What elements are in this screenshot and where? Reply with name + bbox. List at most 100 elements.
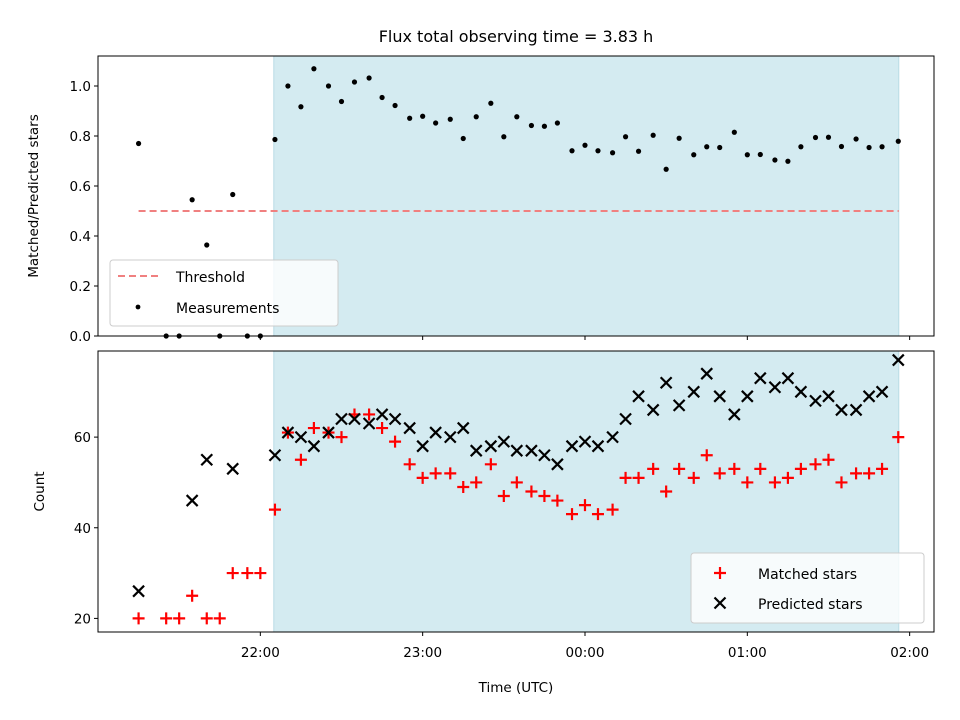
legend-box — [109, 259, 339, 327]
measurement-point — [338, 98, 345, 105]
predicted-star-marker — [456, 421, 470, 435]
predicted-star-marker — [849, 403, 863, 417]
predicted-star-marker — [510, 444, 524, 457]
matched-star-marker — [632, 471, 645, 484]
y-tick-label: 60 — [74, 430, 91, 446]
x-tick-label: 01:00 — [728, 645, 767, 661]
measurement-point — [366, 75, 372, 81]
x-tick-label: 02:00 — [890, 645, 929, 661]
predicted-star-marker — [606, 430, 619, 444]
matched-star-marker — [470, 476, 483, 489]
matched-star-marker — [294, 453, 307, 466]
y-tick-label: 0.8 — [70, 129, 91, 145]
measurement-point — [189, 197, 195, 203]
predicted-star-marker — [565, 439, 579, 453]
x-axis-ticks: 22:00 23:00 00:00 01:00 02:00 — [241, 632, 929, 661]
predicted-star-marker — [322, 426, 335, 439]
legend-matched-swatch — [714, 567, 726, 579]
legend-measurements-label: Measurements — [176, 301, 279, 317]
matched-star-marker — [741, 476, 754, 489]
measurement-point — [691, 152, 697, 158]
measurement-point — [622, 134, 629, 140]
measurement-point — [582, 142, 588, 148]
matched-star-marker — [173, 612, 186, 625]
count-panel: 20 40 60 22:00 23:00 00:00 01:00 02:00 Count T… — [32, 350, 935, 696]
y-tick-label: 20 — [74, 611, 91, 627]
legend: Threshold Measurements — [109, 259, 339, 327]
matched-star-marker — [363, 408, 376, 421]
y-tick-label: 1.0 — [70, 79, 91, 95]
predicted-star-marker — [809, 394, 822, 408]
predicted-star-marker — [754, 371, 767, 385]
predicted-star-marker — [619, 412, 632, 426]
measurement-point — [473, 114, 479, 120]
axes-frame — [97, 55, 935, 337]
measurement-point — [866, 144, 872, 151]
predicted-star-marker — [713, 390, 727, 403]
predicted-star-marker — [687, 385, 701, 399]
measurement-point — [569, 148, 575, 154]
measurement-point — [663, 166, 669, 172]
matched-star-marker — [241, 567, 254, 580]
measurement-point — [853, 136, 859, 142]
predicted-star-marker — [781, 371, 795, 385]
predicted-star-marker — [132, 584, 145, 598]
measurement-point — [407, 115, 413, 121]
measurement-point — [757, 151, 763, 158]
predicted-star-marker — [672, 399, 686, 412]
matched-star-marker — [403, 458, 416, 471]
matched-star-marker — [416, 471, 429, 484]
predicted-star-marker — [388, 412, 402, 426]
matched-star-marker — [444, 467, 457, 480]
legend-predicted-swatch — [713, 596, 727, 610]
predicted-star-marker — [469, 444, 483, 457]
measurement-point — [460, 135, 466, 142]
legend-predicted-label: Predicted stars — [758, 597, 863, 613]
y-axis-ticks: 20 40 60 — [74, 430, 98, 627]
predicted-star-marker — [443, 430, 457, 444]
measurement-point — [285, 83, 291, 89]
predicted-star-marker — [768, 380, 782, 394]
matched-star-marker — [647, 462, 660, 475]
y-tick-label: 0.6 — [70, 179, 91, 195]
predicted-star-marker — [281, 426, 295, 439]
matched-star-marker — [335, 431, 348, 444]
measurement-point — [731, 129, 737, 135]
predicted-star-marker — [659, 376, 673, 390]
matched-star-marker — [226, 567, 239, 580]
measurement-point — [501, 134, 507, 140]
measurement-point — [609, 150, 616, 156]
y-axis-ticks: 0.0 0.2 0.4 0.6 0.8 1.0 — [70, 79, 98, 345]
legend-x-mark — [713, 596, 727, 610]
y-axis-label: Count — [32, 471, 48, 511]
matched-star-marker — [687, 471, 700, 484]
matched-star-markers — [132, 408, 905, 625]
measurement-point — [798, 144, 804, 150]
matched-star-marker — [429, 467, 442, 480]
measurement-point — [135, 140, 142, 147]
matched-star-marker — [822, 453, 835, 466]
predicted-star-marker — [268, 448, 282, 462]
predicted-star-marker — [835, 403, 848, 417]
predicted-star-marker — [892, 353, 905, 367]
measurement-point — [554, 120, 560, 126]
measurement-point — [838, 143, 845, 150]
measurement-point — [325, 83, 332, 89]
predicted-star-marker — [416, 439, 429, 453]
matched-star-marker — [376, 422, 389, 435]
predicted-star-marker — [484, 439, 498, 453]
matched-star-marker — [497, 490, 510, 503]
predicted-star-marker — [348, 412, 361, 426]
predicted-star-marker — [294, 430, 308, 444]
predicted-star-marker — [335, 412, 348, 426]
measurement-point — [433, 120, 439, 126]
matched-star-marker — [510, 476, 523, 489]
predicted-star-marker — [403, 421, 416, 435]
matched-star-marker — [307, 422, 320, 435]
predicted-star-marker — [728, 408, 741, 421]
matched-star-marker — [132, 612, 145, 625]
y-tick-label: 0.0 — [70, 329, 91, 345]
predicted-star-marker — [307, 439, 321, 453]
matched-star-marker — [591, 508, 604, 521]
